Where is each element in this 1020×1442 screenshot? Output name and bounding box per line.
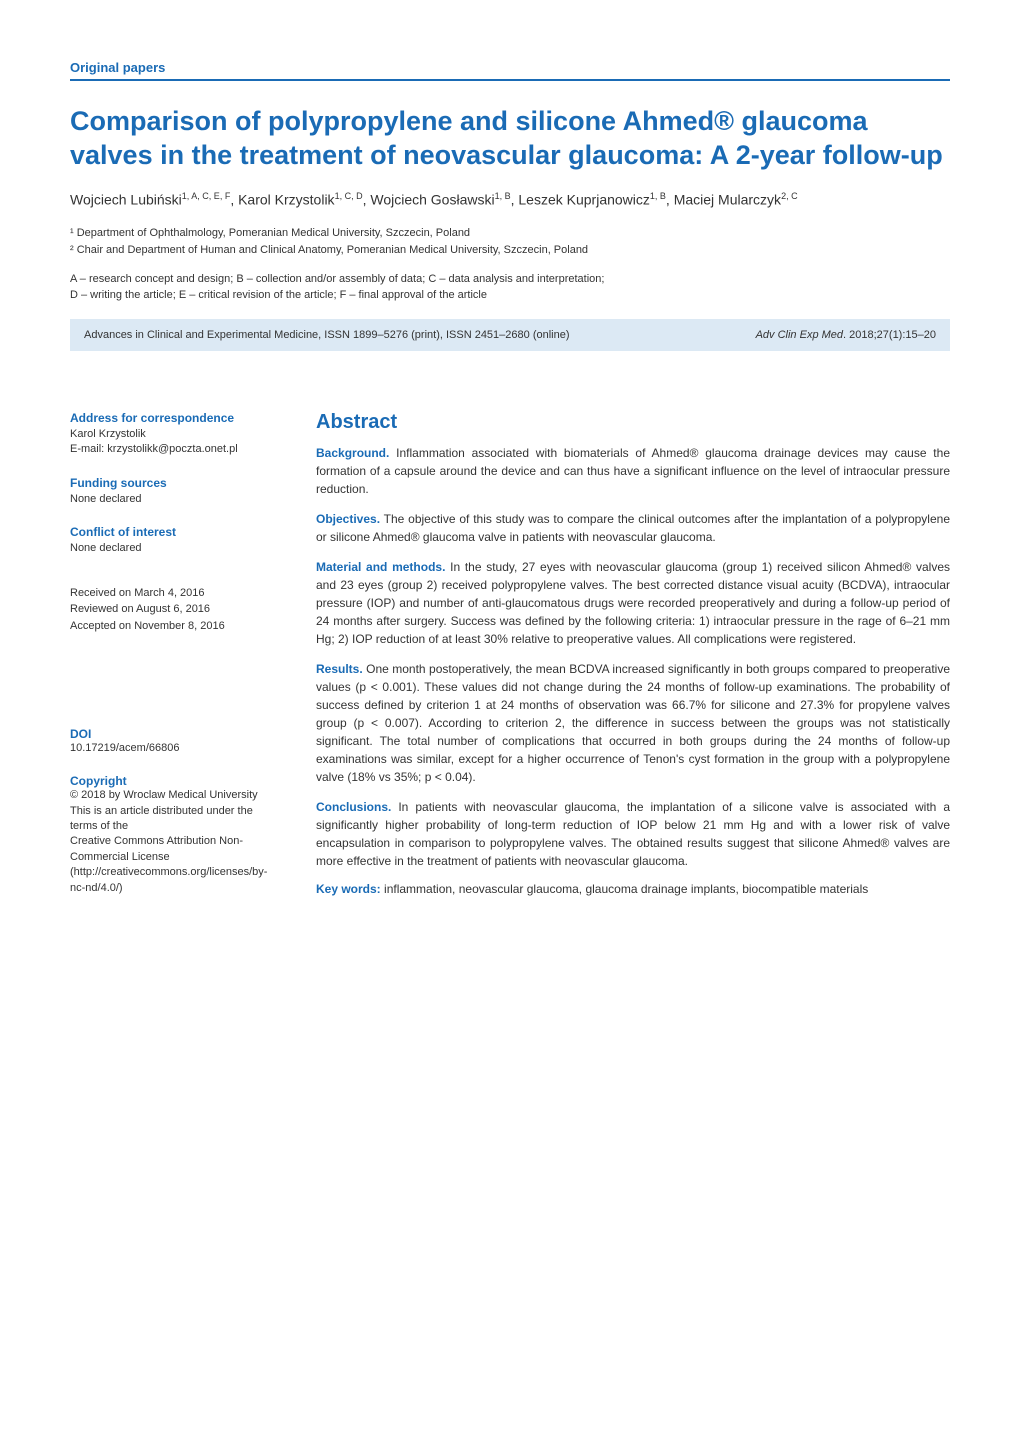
doi-block: DOI 10.17219/acem/66806 (70, 727, 280, 756)
funding-text: None declared (70, 492, 280, 507)
keywords-text: inflammation, neovascular glaucoma, glau… (381, 882, 869, 896)
conflict-block: Conflict of interest None declared (70, 525, 280, 556)
abstract-column: Abstract Background. Inflammation associ… (316, 411, 950, 896)
sidebar-spacer (70, 652, 280, 727)
conflict-text: None declared (70, 541, 280, 556)
abstract-objectives: Objectives. The objective of this study … (316, 510, 950, 546)
objectives-text: The objective of this study was to compa… (316, 512, 950, 544)
journal-issn: Advances in Clinical and Experimental Me… (84, 329, 570, 341)
contribution-line-1: A – research concept and design; B – col… (70, 272, 950, 287)
doi-value: 10.17219/acem/66806 (70, 741, 280, 756)
correspondence-block: Address for correspondence Karol Krzysto… (70, 411, 280, 458)
sidebar: Address for correspondence Karol Krzysto… (70, 411, 280, 896)
results-text: One month postoperatively, the mean BCDV… (316, 662, 950, 784)
abstract-title: Abstract (316, 411, 950, 434)
affiliations: ¹ Department of Ophthalmology, Pomerania… (70, 225, 950, 258)
authors-list: Wojciech Lubiński1, A, C, E, F, Karol Kr… (70, 191, 950, 208)
citation: Adv Clin Exp Med. 2018;27(1):15–20 (756, 329, 936, 341)
results-label: Results. (316, 662, 363, 676)
copyright-heading: Copyright (70, 774, 280, 788)
copyright-line-1: © 2018 by Wroclaw Medical University (70, 788, 280, 803)
conflict-heading: Conflict of interest (70, 525, 280, 539)
background-text: Inflammation associated with biomaterial… (316, 446, 950, 496)
copyright-line-4: (http://creativecommons.org/licenses/by-… (70, 865, 280, 896)
paper-title: Comparison of polypropylene and silicone… (70, 105, 950, 173)
correspondence-heading: Address for correspondence (70, 411, 280, 425)
date-received: Received on March 4, 2016 (70, 585, 280, 602)
dates-block: Received on March 4, 2016 Reviewed on Au… (70, 585, 280, 635)
contribution-legend: A – research concept and design; B – col… (70, 272, 950, 303)
abstract-conclusions: Conclusions. In patients with neovascula… (316, 798, 950, 870)
conclusions-label: Conclusions. (316, 800, 391, 814)
date-reviewed: Reviewed on August 6, 2016 (70, 601, 280, 618)
funding-block: Funding sources None declared (70, 476, 280, 507)
date-accepted: Accepted on November 8, 2016 (70, 618, 280, 635)
correspondence-email: E-mail: krzystolikk@poczta.onet.pl (70, 442, 280, 457)
copyright-line-3: Creative Commons Attribution Non-Commerc… (70, 834, 280, 865)
copyright-block: Copyright © 2018 by Wroclaw Medical Univ… (70, 774, 280, 896)
conclusions-text: In patients with neovascular glaucoma, t… (316, 800, 950, 868)
abstract-results: Results. One month postoperatively, the … (316, 660, 950, 786)
copyright-line-2: This is an article distributed under the… (70, 804, 280, 835)
objectives-label: Objectives. (316, 512, 380, 526)
citation-journal: Adv Clin Exp Med (756, 329, 843, 341)
doi-heading: DOI (70, 727, 280, 741)
material-label: Material and methods. (316, 560, 445, 574)
funding-heading: Funding sources (70, 476, 280, 490)
main-content: Address for correspondence Karol Krzysto… (70, 411, 950, 896)
section-label: Original papers (70, 60, 950, 81)
abstract-material-methods: Material and methods. In the study, 27 e… (316, 558, 950, 648)
background-label: Background. (316, 446, 389, 460)
keywords-label: Key words: (316, 882, 381, 896)
journal-info-bar: Advances in Clinical and Experimental Me… (70, 319, 950, 351)
affiliation-1: ¹ Department of Ophthalmology, Pomerania… (70, 225, 950, 242)
keywords: Key words: inflammation, neovascular gla… (316, 882, 950, 896)
correspondence-name: Karol Krzystolik (70, 427, 280, 442)
abstract-background: Background. Inflammation associated with… (316, 444, 950, 498)
citation-volume: . 2018;27(1):15–20 (843, 329, 936, 341)
contribution-line-2: D – writing the article; E – critical re… (70, 288, 950, 303)
affiliation-2: ² Chair and Department of Human and Clin… (70, 242, 950, 259)
